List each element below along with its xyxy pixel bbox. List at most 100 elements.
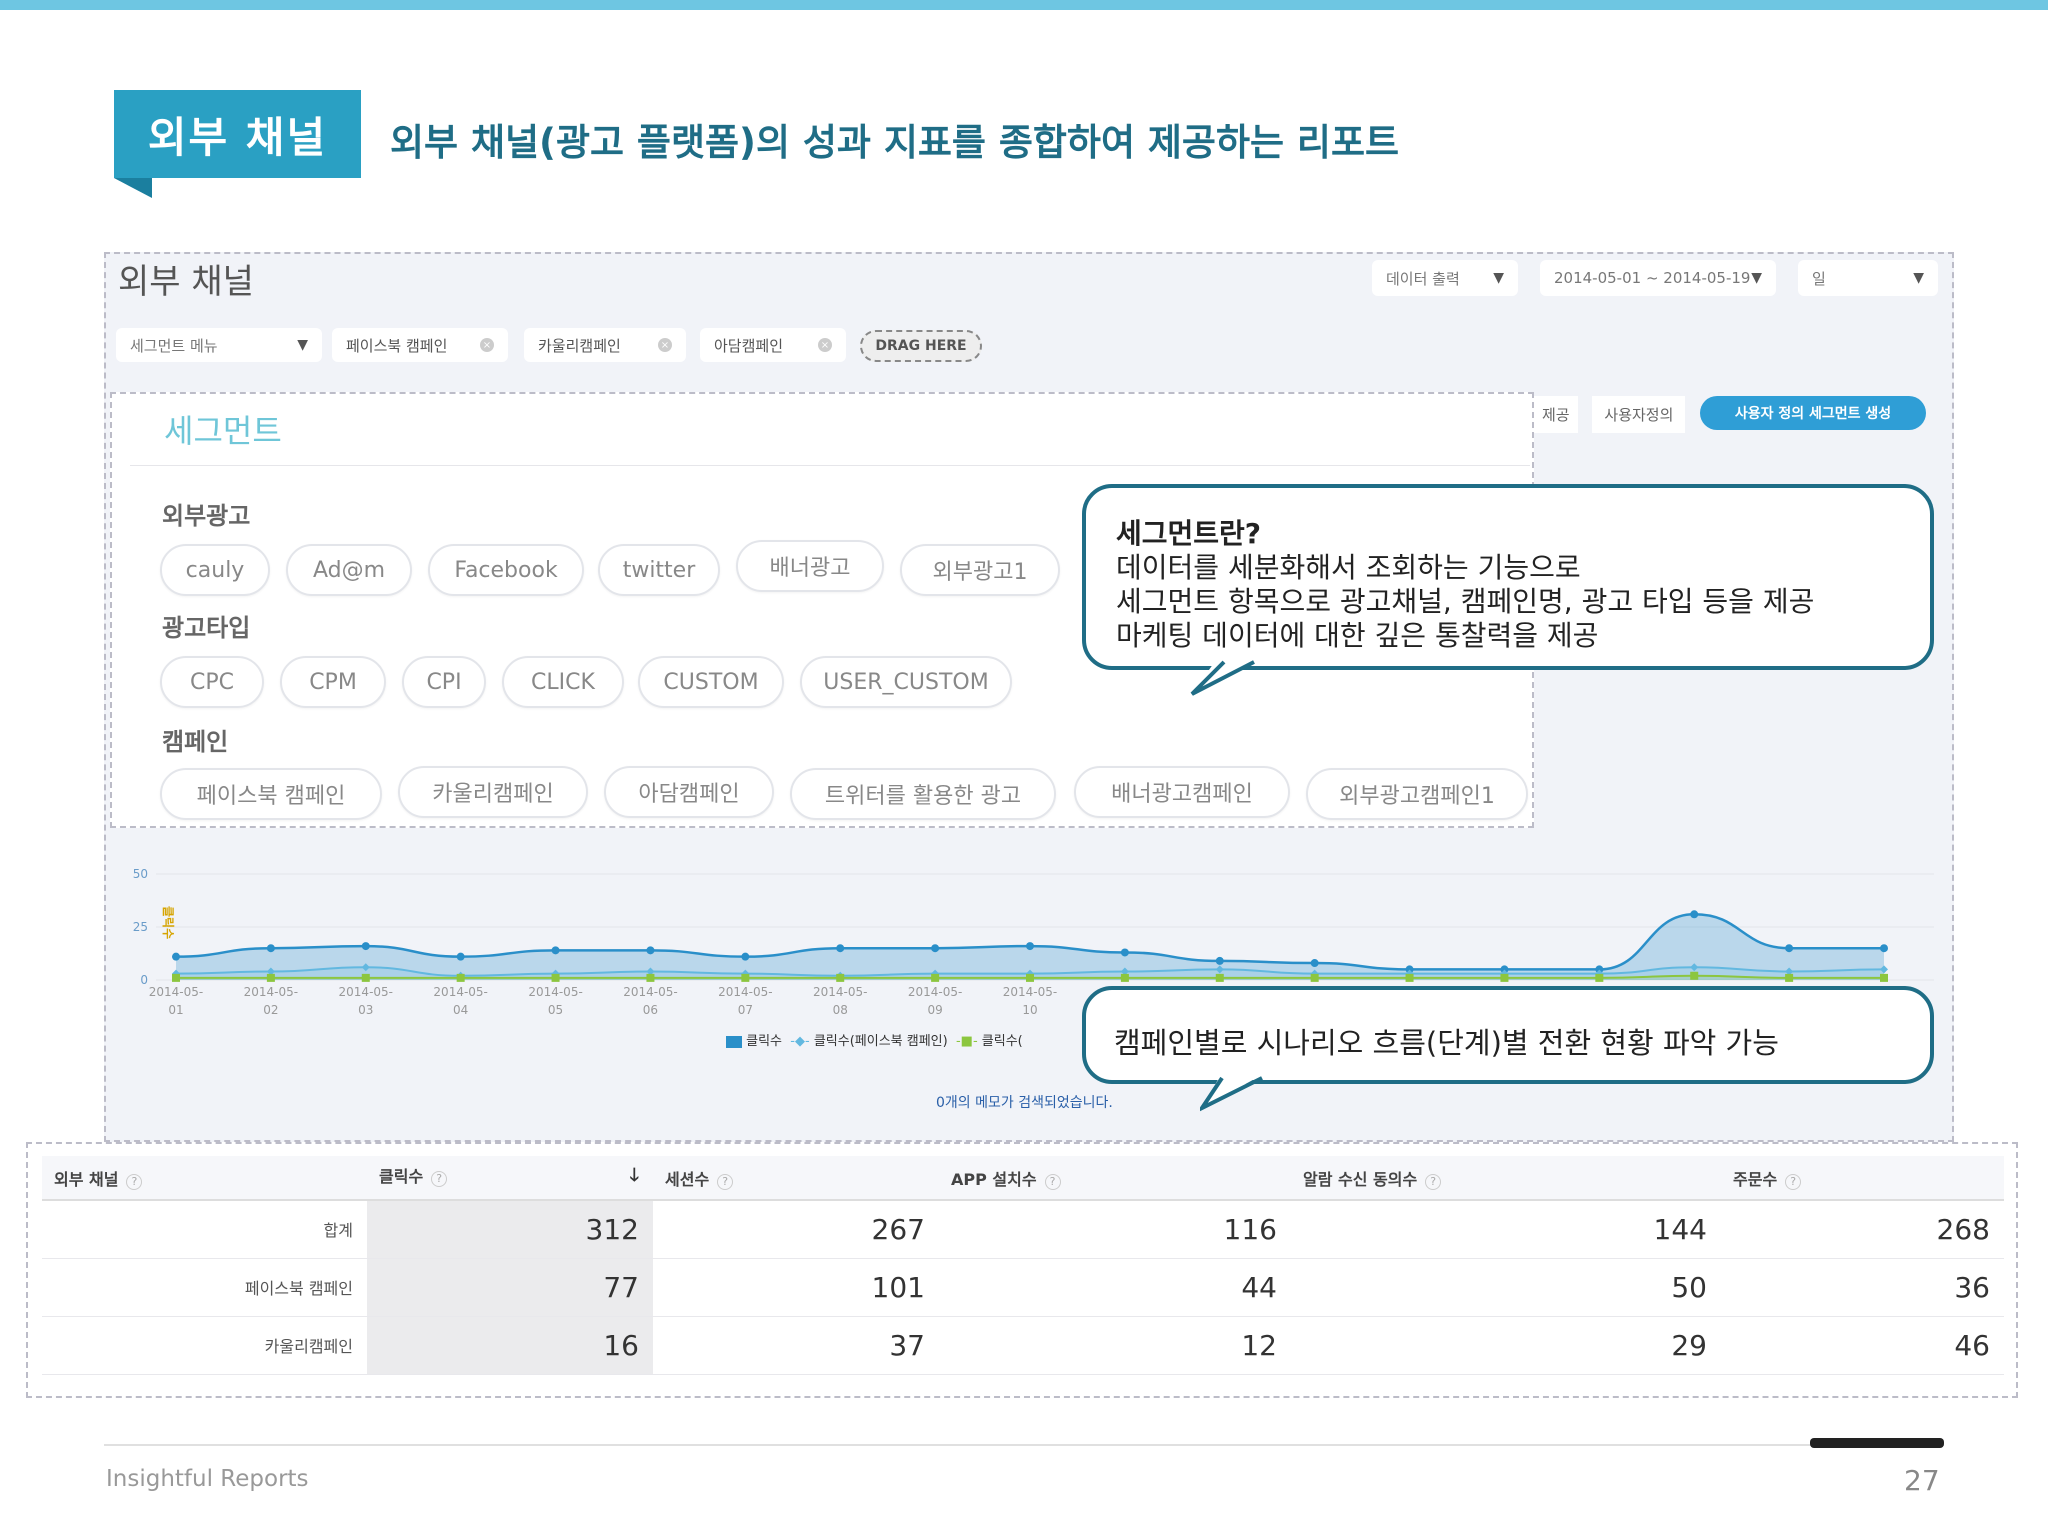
segment-pill[interactable]: 배너광고캠페인: [1074, 766, 1290, 818]
data-point[interactable]: [1595, 965, 1604, 974]
data-point[interactable]: [172, 973, 180, 982]
data-point[interactable]: [551, 973, 560, 982]
applied-segment-chip[interactable]: 페이스북 캠페인 ×: [332, 328, 508, 362]
applied-segment-chip[interactable]: 카울리캠페인 ×: [524, 328, 686, 362]
remove-icon[interactable]: ×: [818, 338, 832, 352]
data-point[interactable]: [741, 969, 750, 978]
segment-pill[interactable]: 배너광고: [736, 540, 884, 592]
data-point[interactable]: [1405, 973, 1414, 982]
legend-item[interactable]: 클릭수(: [981, 1034, 1023, 1049]
segment-pill[interactable]: 페이스북 캠페인: [160, 768, 382, 820]
column-header[interactable]: 알람 수신 동의수?: [1291, 1156, 1721, 1201]
data-point[interactable]: [1405, 969, 1414, 978]
sort-desc-icon[interactable]: 🡓: [629, 1164, 639, 1186]
data-point[interactable]: [456, 952, 465, 961]
legend-item[interactable]: 클릭수: [746, 1034, 783, 1049]
data-point[interactable]: [266, 967, 275, 976]
segment-menu-dropdown[interactable]: 세그먼트 메뉴 ▼: [116, 328, 322, 362]
data-point[interactable]: [1690, 971, 1699, 980]
help-icon[interactable]: ?: [126, 1173, 143, 1190]
data-point[interactable]: [172, 952, 180, 961]
data-point[interactable]: [361, 963, 370, 972]
data-point[interactable]: [1215, 973, 1224, 982]
tab-user-defined[interactable]: 사용자정의: [1592, 396, 1686, 433]
data-point[interactable]: [931, 969, 940, 978]
column-header[interactable]: 외부 채널?: [42, 1156, 367, 1201]
data-point[interactable]: [836, 973, 845, 982]
segment-pill[interactable]: CPM: [280, 656, 386, 708]
data-point[interactable]: [456, 973, 465, 982]
help-icon[interactable]: ?: [1425, 1173, 1442, 1190]
data-point[interactable]: [646, 967, 655, 976]
data-point[interactable]: [551, 969, 560, 978]
data-point[interactable]: [1595, 973, 1604, 982]
segment-pill[interactable]: CPC: [160, 656, 264, 708]
segment-pill[interactable]: CUSTOM: [638, 656, 784, 708]
data-point[interactable]: [1690, 963, 1699, 972]
column-header[interactable]: 주문수?: [1721, 1156, 2004, 1201]
data-point[interactable]: [1026, 969, 1034, 978]
segment-pill[interactable]: 외부광고캠페인1: [1306, 768, 1528, 820]
granularity-dropdown[interactable]: 일 ▼: [1798, 260, 1938, 296]
segment-pill[interactable]: USER_CUSTOM: [800, 656, 1012, 708]
segment-pill[interactable]: CPI: [402, 656, 486, 708]
data-point[interactable]: [361, 973, 370, 982]
row-label[interactable]: 카울리캠페인: [42, 1316, 367, 1375]
data-point[interactable]: [1595, 969, 1604, 978]
data-point[interactable]: [1120, 948, 1129, 957]
column-header[interactable]: 세션수?: [653, 1156, 939, 1201]
data-point[interactable]: [266, 944, 275, 953]
data-point[interactable]: [646, 946, 655, 955]
drag-here-dropzone[interactable]: DRAG HERE: [860, 330, 982, 362]
applied-segment-chip[interactable]: 아담캠페인 ×: [700, 328, 846, 362]
data-point[interactable]: [1310, 959, 1319, 968]
row-label[interactable]: 페이스북 캠페인: [42, 1258, 367, 1317]
help-icon[interactable]: ?: [1785, 1173, 1802, 1190]
legend-item[interactable]: 클릭수(페이스북 캠페인): [813, 1034, 948, 1049]
data-point[interactable]: [1500, 969, 1509, 978]
data-point[interactable]: [741, 952, 750, 961]
data-point[interactable]: [266, 973, 275, 982]
data-output-dropdown[interactable]: 데이터 출력 ▼: [1372, 260, 1518, 296]
data-point[interactable]: [1215, 965, 1224, 974]
data-point[interactable]: [361, 942, 370, 951]
help-icon[interactable]: ?: [717, 1173, 734, 1190]
data-point[interactable]: [1026, 973, 1034, 982]
data-point[interactable]: [1405, 965, 1414, 974]
segment-pill[interactable]: Facebook: [428, 544, 584, 596]
data-point[interactable]: [1785, 973, 1794, 982]
data-point[interactable]: [1500, 973, 1509, 982]
data-point[interactable]: [741, 973, 750, 982]
data-point[interactable]: [551, 946, 560, 955]
data-point[interactable]: [1120, 973, 1129, 982]
create-segment-button[interactable]: 사용자 정의 세그먼트 생성: [1700, 396, 1926, 430]
tab-provided[interactable]: 제공: [1534, 396, 1578, 433]
segment-pill[interactable]: 카울리캠페인: [398, 766, 588, 818]
data-point[interactable]: [1310, 973, 1319, 982]
data-point[interactable]: [1880, 965, 1888, 974]
data-point[interactable]: [1500, 965, 1509, 974]
data-point[interactable]: [1215, 956, 1224, 965]
segment-pill[interactable]: CLICK: [502, 656, 624, 708]
data-point[interactable]: [1026, 942, 1034, 951]
help-icon[interactable]: ?: [1044, 1173, 1061, 1190]
segment-pill[interactable]: 외부광고1: [900, 544, 1060, 596]
data-point[interactable]: [1690, 910, 1699, 919]
row-label[interactable]: 합계: [42, 1200, 367, 1259]
data-point[interactable]: [1785, 944, 1794, 953]
remove-icon[interactable]: ×: [480, 338, 494, 352]
segment-pill[interactable]: 아담캠페인: [604, 766, 774, 818]
column-header[interactable]: APP 설치수?: [939, 1156, 1291, 1201]
date-range-dropdown[interactable]: 2014-05-01 ~ 2014-05-19 ▼: [1540, 260, 1776, 296]
data-point[interactable]: [836, 944, 845, 953]
segment-pill[interactable]: cauly: [160, 544, 270, 596]
data-point[interactable]: [1880, 944, 1888, 953]
data-point[interactable]: [1120, 967, 1129, 976]
data-point[interactable]: [931, 944, 940, 953]
data-point[interactable]: [1310, 969, 1319, 978]
remove-icon[interactable]: ×: [658, 338, 672, 352]
data-point[interactable]: [931, 973, 940, 982]
segment-pill[interactable]: Ad@m: [286, 544, 412, 596]
segment-pill[interactable]: twitter: [598, 544, 720, 596]
data-point[interactable]: [1785, 967, 1794, 976]
